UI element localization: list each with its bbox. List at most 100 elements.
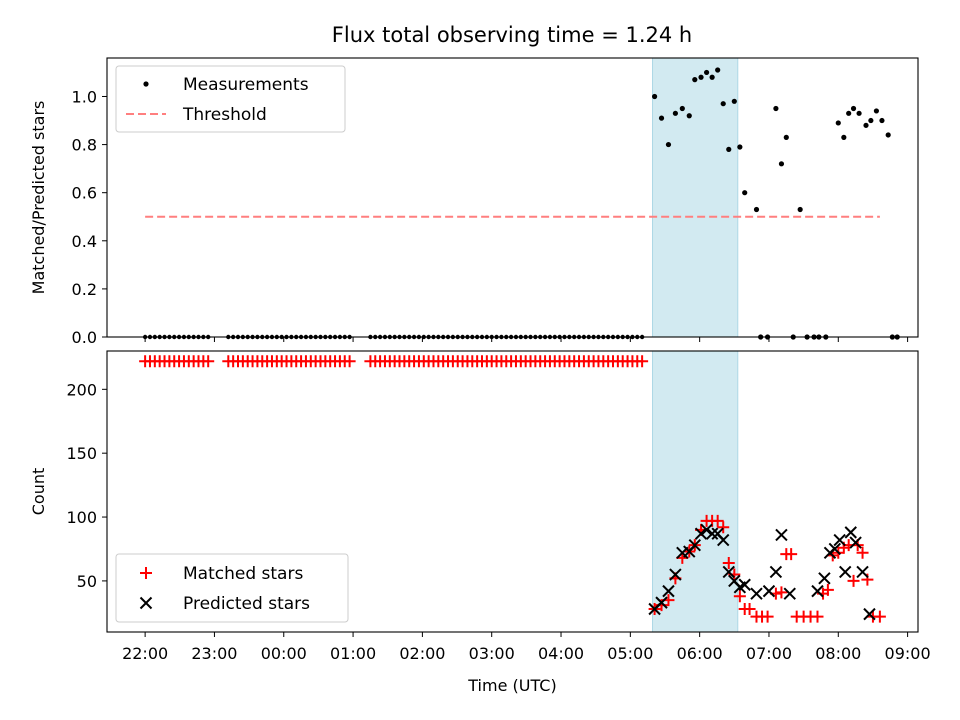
measurement-point (274, 334, 280, 340)
measurement-point (885, 132, 891, 138)
matched-star-point (811, 610, 824, 623)
measurement-point (783, 134, 789, 140)
measurement-point (658, 115, 665, 121)
measurement-point (172, 334, 177, 340)
matched-star-point (775, 586, 788, 599)
measurement-point (533, 334, 538, 340)
predicted-star-point (811, 584, 824, 598)
measurement-point (804, 334, 810, 340)
measurement-point (382, 334, 388, 340)
measurement-point (850, 105, 857, 112)
matched-star-point (821, 583, 834, 596)
predicted-star-point (769, 565, 783, 579)
measurement-point (377, 334, 383, 340)
measurement-point (308, 334, 313, 340)
measurement-point (715, 67, 721, 73)
measurement-point (142, 334, 148, 340)
y-tick-label: 200 (66, 380, 97, 399)
measurement-point (586, 334, 591, 340)
predicted-star-point (717, 533, 730, 547)
measurement-point (538, 334, 543, 340)
measurement-point (873, 108, 880, 114)
matched-star-point (847, 574, 860, 587)
measurement-point (630, 334, 635, 340)
measurement-point (581, 334, 587, 340)
x-tick-label: 03:00 (469, 644, 515, 663)
measurement-point (591, 334, 596, 340)
measurement-point (474, 334, 480, 340)
x-tick-label: 04:00 (538, 644, 584, 663)
measurement-point (601, 334, 606, 340)
y-tick-label: 0.0 (72, 328, 97, 347)
measurement-point (868, 117, 874, 124)
measurement-point (790, 334, 796, 340)
legend-measurements-marker (143, 81, 149, 87)
measurement-point (778, 161, 785, 167)
measurement-point (342, 334, 347, 340)
measurement-point (445, 334, 451, 340)
measurement-point (162, 334, 167, 340)
matched-star-point (722, 557, 735, 570)
predicted-star-point (738, 578, 751, 591)
matched-star-point (717, 521, 730, 534)
predicted-star-point (844, 526, 857, 539)
measurement-point (337, 334, 343, 340)
measurement-point (250, 334, 255, 340)
measurement-point (615, 334, 621, 340)
measurement-point (672, 110, 678, 116)
measurement-point (894, 334, 900, 340)
measurement-point (460, 334, 465, 340)
predicted-star-point (818, 572, 831, 585)
measurement-point (230, 334, 236, 340)
measurement-point (176, 334, 182, 340)
measurement-point (284, 334, 289, 340)
measurement-point (567, 334, 572, 340)
measurement-point (625, 334, 630, 340)
predicted-star-point (688, 538, 702, 552)
matched-star-point (785, 548, 798, 561)
measurement-point (402, 334, 407, 340)
measurement-point (260, 334, 265, 340)
measurement-point (332, 334, 338, 340)
predicted-star-point (669, 568, 682, 581)
measurement-point (255, 334, 260, 340)
x-tick-label: 23:00 (191, 644, 237, 663)
y-axis-label: Count (29, 468, 48, 516)
x-tick-label: 05:00 (607, 644, 653, 663)
measurement-point (279, 334, 284, 340)
measurement-point (542, 334, 548, 340)
x-tick-label: 08:00 (815, 644, 861, 663)
measurement-point (552, 334, 557, 340)
measurement-point (181, 334, 187, 340)
legend-frame (115, 65, 346, 133)
measurement-point (327, 334, 333, 340)
measurement-point (523, 334, 528, 340)
measurement-point (841, 134, 847, 140)
measurement-point (397, 334, 402, 340)
measurement-point (235, 334, 241, 340)
measurement-point (518, 334, 524, 340)
measurement-point (562, 334, 567, 340)
bottom-panel: 50 100 150 200 22:00 23:00 00:00 01:00 02:00 03:0… (29, 350, 931, 695)
measurement-point (368, 334, 373, 340)
matched-star-point (873, 610, 886, 623)
measurement-point (201, 334, 206, 340)
measurement-point (484, 334, 490, 340)
predicted-star-point (722, 565, 735, 579)
measurement-point (576, 334, 582, 340)
legend-matched-label: Matched stars (183, 564, 303, 584)
measurement-point (157, 334, 162, 340)
measurement-point (226, 334, 231, 340)
measurement-point (513, 334, 519, 340)
measurement-point (294, 334, 299, 340)
measurement-point (494, 334, 499, 340)
axes-frame (106, 350, 919, 633)
measurement-point (731, 98, 737, 104)
measurement-point (264, 334, 270, 340)
measurement-point (889, 334, 895, 340)
y-tick-label: 150 (66, 444, 97, 463)
measurement-point (692, 77, 698, 83)
x-tick-label: 07:00 (746, 644, 792, 663)
measurement-point (547, 334, 553, 340)
predicted-star-point (856, 565, 869, 579)
